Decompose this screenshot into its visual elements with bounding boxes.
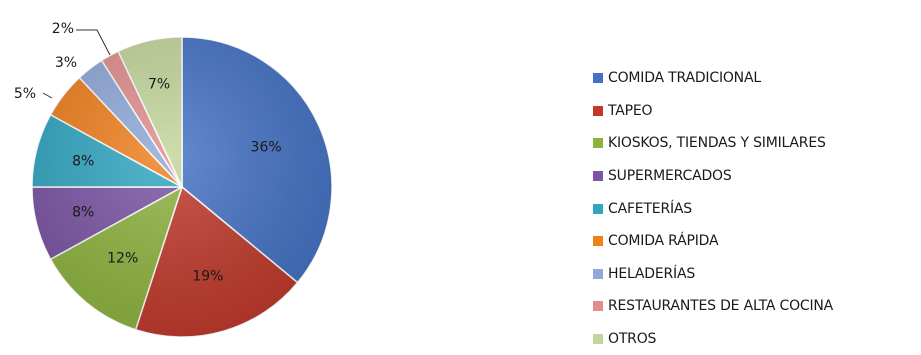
slice-label-7: 3% bbox=[55, 55, 77, 71]
legend-swatch bbox=[593, 236, 603, 247]
legend-swatch bbox=[593, 301, 603, 312]
legend-swatch bbox=[593, 138, 603, 149]
legend-label: COMIDA RÁPIDA bbox=[608, 233, 719, 250]
legend-swatch bbox=[593, 268, 603, 279]
legend-item: TAPEO bbox=[593, 95, 833, 128]
legend-item: KIOSKOS, TIENDAS Y SIMILARES bbox=[593, 127, 833, 160]
slice-label-9: 7% bbox=[148, 77, 170, 93]
legend-label: KIOSKOS, TIENDAS Y SIMILARES bbox=[608, 135, 826, 152]
legend-item: CAFETERÍAS bbox=[593, 192, 833, 225]
legend-label: OTROS bbox=[608, 331, 657, 348]
legend-swatch bbox=[593, 73, 603, 84]
slice-label-3: 12% bbox=[107, 251, 138, 267]
legend-item: COMIDA TRADICIONAL bbox=[593, 62, 833, 95]
legend: COMIDA TRADICIONAL TAPEO KIOSKOS, TIENDAS … bbox=[593, 62, 833, 355]
legend-label: HELADERÍAS bbox=[608, 265, 696, 282]
legend-label: CAFETERÍAS bbox=[608, 200, 692, 217]
legend-label: SUPERMERCADOS bbox=[608, 168, 732, 185]
slice-label-5: 8% bbox=[72, 154, 94, 170]
leader-line-8 bbox=[76, 29, 111, 56]
legend-label: RESTAURANTES DE ALTA COCINA bbox=[608, 298, 834, 315]
slice-label-2: 19% bbox=[192, 268, 223, 284]
leader-line-6 bbox=[42, 92, 53, 99]
legend-label: TAPEO bbox=[608, 102, 653, 119]
legend-item: HELADERÍAS bbox=[593, 258, 833, 291]
legend-item: COMIDA RÁPIDA bbox=[593, 225, 833, 258]
slice-label-1: 36% bbox=[251, 139, 282, 155]
slice-label-6: 5% bbox=[14, 86, 36, 102]
legend-swatch bbox=[593, 171, 603, 182]
legend-swatch bbox=[593, 334, 603, 345]
slice-label-8: 2% bbox=[52, 21, 74, 37]
legend-label: COMIDA TRADICIONAL bbox=[608, 70, 761, 87]
legend-item: SUPERMERCADOS bbox=[593, 160, 833, 193]
slice-label-4: 8% bbox=[72, 204, 94, 220]
legend-swatch bbox=[593, 105, 603, 116]
legend-item: RESTAURANTES DE ALTA COCINA bbox=[593, 290, 833, 323]
legend-swatch bbox=[593, 203, 603, 214]
legend-item: OTROS bbox=[593, 323, 833, 355]
